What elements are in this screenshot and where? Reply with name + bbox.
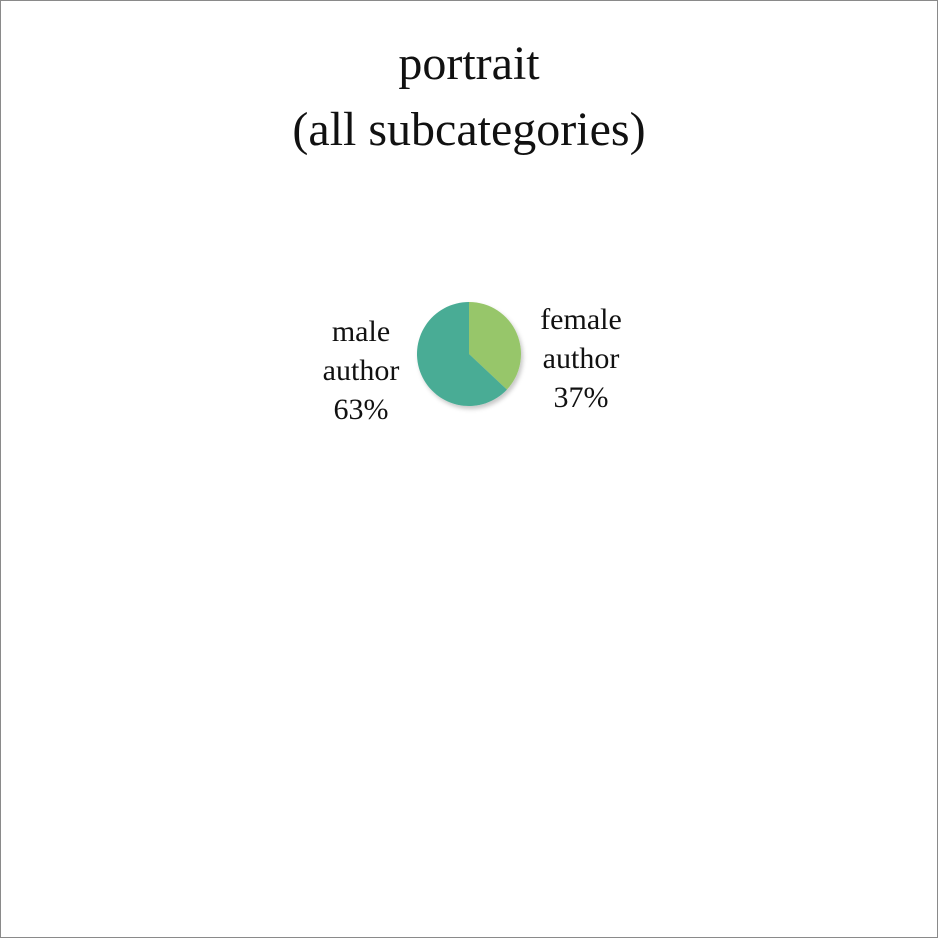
pie-label-male-author: male author 63% — [323, 315, 400, 426]
pie-slice-female-author — [469, 302, 521, 390]
pie-label-line: 63% — [334, 393, 389, 426]
pie-label-line: author — [543, 342, 620, 375]
chart-title-line-1: portrait — [398, 37, 540, 90]
pie-label-line: male — [332, 315, 390, 348]
pie-label-line: author — [323, 354, 400, 387]
pie-label-female-author: female author 37% — [540, 303, 622, 414]
chart-title-line-2: (all subcategories) — [292, 103, 646, 156]
pie-label-line: female — [540, 303, 622, 336]
chart-title: portrait (all subcategories) — [1, 31, 937, 163]
pie-label-line: 37% — [554, 381, 609, 414]
pie-slices — [417, 302, 521, 406]
pie-labels: female author 37% male author 63% — [323, 303, 622, 426]
pie-slice-male-author — [417, 302, 507, 406]
